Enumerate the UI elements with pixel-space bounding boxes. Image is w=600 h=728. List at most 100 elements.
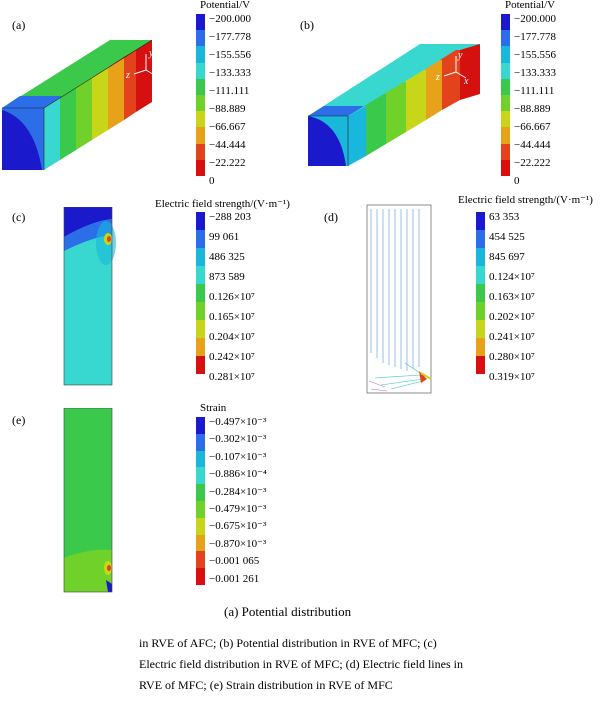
colorbar-tick-label: −155.556: [209, 49, 251, 61]
colorbar-tick-label: −66.667: [209, 121, 246, 133]
caption-line-1: (a) Potential distribution: [224, 604, 352, 619]
colorbar-swatch: [501, 94, 510, 112]
colorbar-tick-label: −0.497×10⁻³: [209, 416, 267, 428]
colorbar-swatch: [196, 356, 205, 374]
colorbar-tick-label: 0.163×10⁷: [489, 291, 535, 303]
svg-text:x: x: [463, 76, 469, 87]
colorbar-swatch: [196, 284, 205, 302]
panel-a-colorbar: [196, 14, 205, 176]
colorbar-swatch: [196, 127, 205, 144]
colorbar-tick-label: −0.886×10⁻⁴: [209, 468, 267, 481]
colorbar-tick-label: 63 353: [489, 211, 520, 223]
colorbar-tick-label: −0.302×10⁻³: [209, 433, 267, 446]
colorbar-swatch: [476, 212, 485, 230]
panel-c-colorbar: [196, 212, 205, 374]
colorbar-swatch: [196, 433, 205, 451]
colorbar-swatch: [196, 212, 205, 230]
panel-b-label: (b): [300, 18, 314, 32]
panel-b-mfc-3d-model: y z x: [308, 44, 480, 166]
colorbar-swatch: [476, 284, 485, 302]
colorbar-swatch: [501, 78, 510, 95]
colorbar-tick-label: −0.870×10⁻³: [209, 537, 267, 550]
colorbar-tick-label: 0.124×10⁷: [489, 271, 535, 283]
colorbar-tick-label: 873 589: [209, 271, 245, 283]
panel-b-legend-title: Potential/V: [505, 0, 556, 11]
colorbar-swatch: [476, 248, 485, 266]
colorbar-tick-label: 0.202×10⁷: [489, 311, 535, 323]
colorbar-tick-label: −0.675×10⁻³: [209, 520, 267, 533]
colorbar-swatch: [196, 111, 205, 128]
colorbar-tick-label: 454 525: [489, 231, 525, 243]
panel-a-label: (a): [12, 18, 26, 32]
colorbar-swatch: [196, 230, 205, 248]
colorbar-tick-label: 0: [209, 175, 215, 187]
colorbar-swatch: [196, 568, 205, 585]
colorbar-swatch: [476, 320, 485, 338]
colorbar-swatch: [196, 467, 205, 485]
colorbar-swatch: [501, 46, 510, 63]
colorbar-tick-label: 99 061: [209, 231, 240, 243]
colorbar-swatch: [196, 450, 205, 468]
colorbar-tick-label: −155.556: [514, 49, 556, 61]
panel-e-strain-plot: [63, 408, 113, 593]
panel-d-label: (d): [324, 210, 338, 224]
colorbar-tick-label: −22.222: [514, 157, 551, 169]
svg-text:y: y: [457, 50, 463, 61]
colorbar-tick-label: −22.222: [209, 157, 246, 169]
colorbar-tick-label: 845 697: [489, 251, 525, 263]
colorbar-tick-label: 0.281×10⁷: [209, 371, 255, 383]
colorbar-tick-label: −288 203: [209, 211, 251, 223]
colorbar-tick-label: 0.241×10⁷: [489, 331, 535, 343]
colorbar-tick-label: −0.107×10⁻³: [209, 450, 267, 463]
colorbar-tick-label: 486 325: [209, 251, 245, 263]
colorbar-swatch: [196, 500, 205, 518]
colorbar-tick-label: −200.000: [514, 13, 556, 25]
panel-d-legend-title: Electric field strength/(V·m⁻¹): [458, 194, 593, 206]
colorbar-swatch: [501, 14, 510, 31]
colorbar-tick-label: −88.889: [209, 103, 246, 115]
panel-a-afc-3d-model: y z x: [2, 39, 159, 170]
panel-e-legend-title: Strain: [200, 402, 227, 414]
colorbar-swatch: [196, 62, 205, 79]
colorbar-tick-label: −66.667: [514, 121, 551, 133]
colorbar-tick-label: −177.778: [514, 31, 556, 43]
colorbar-tick-label: −133.333: [209, 67, 251, 79]
colorbar-swatch: [196, 78, 205, 95]
colorbar-swatch: [501, 111, 510, 128]
colorbar-tick-label: 0.204×10⁷: [209, 331, 255, 343]
colorbar-tick-label: −111.111: [209, 85, 250, 97]
colorbar-swatch: [501, 143, 510, 160]
axis-x-label: x: [153, 74, 159, 85]
colorbar-swatch: [196, 14, 205, 31]
panel-e-colorbar: [196, 417, 205, 585]
colorbar-swatch: [196, 46, 205, 63]
colorbar-swatch: [501, 127, 510, 144]
colorbar-swatch: [196, 302, 205, 320]
axis-y-label: y: [148, 48, 154, 59]
colorbar-swatch: [196, 159, 205, 176]
colorbar-swatch: [196, 551, 205, 569]
colorbar-tick-label: −177.778: [209, 31, 251, 43]
colorbar-tick-label: −111.111: [514, 85, 555, 97]
colorbar-swatch: [476, 302, 485, 320]
colorbar-swatch: [196, 143, 205, 160]
colorbar-swatch: [196, 338, 205, 356]
panel-e-label: (e): [12, 413, 26, 427]
colorbar-tick-label: −44.444: [209, 139, 246, 151]
colorbar-tick-label: −133.333: [514, 67, 556, 79]
panel-d-colorbar: [476, 212, 485, 374]
colorbar-tick-label: −200.000: [209, 13, 251, 25]
colorbar-swatch: [476, 356, 485, 374]
colorbar-swatch: [196, 534, 205, 552]
colorbar-swatch: [501, 62, 510, 79]
colorbar-swatch: [476, 266, 485, 284]
colorbar-swatch: [196, 484, 205, 501]
axis-z-label: z: [125, 70, 130, 81]
colorbar-tick-label: 0: [514, 175, 520, 187]
colorbar-swatch: [476, 338, 485, 356]
panel-c-field-plot: [63, 207, 116, 386]
colorbar-swatch: [196, 30, 205, 47]
colorbar-swatch: [196, 266, 205, 284]
colorbar-swatch: [501, 30, 510, 47]
panel-c-legend-title: Electric field strength/(V·m⁻¹): [155, 198, 290, 210]
